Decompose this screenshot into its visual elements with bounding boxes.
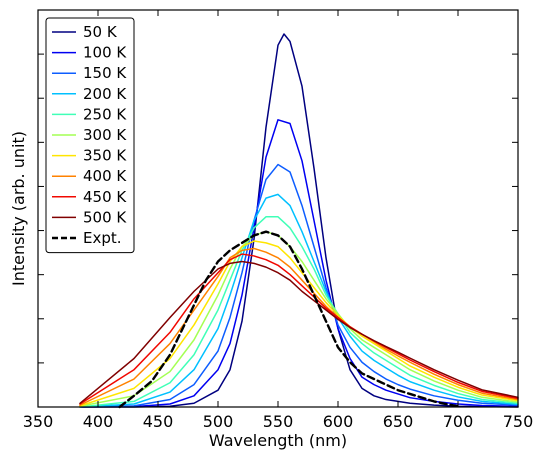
series-line-200-k (79, 193, 519, 408)
legend-label: 300 K (83, 126, 127, 144)
series-line-400-k (79, 247, 519, 406)
legend-label: 100 K (83, 44, 127, 62)
legend-label: 250 K (83, 105, 127, 123)
legend-label: 450 K (83, 188, 127, 206)
legend-label: 200 K (83, 85, 127, 103)
x-tick-label: 450 (143, 412, 174, 431)
legend-label: Expt. (83, 229, 122, 247)
x-tick-label: 700 (443, 412, 474, 431)
y-axis-label: Intensity (arb. unit) (9, 131, 28, 286)
series-line-300-k (79, 230, 519, 407)
legend-box (45, 17, 135, 254)
legend-label: 400 K (83, 167, 127, 185)
legend-label: 350 K (83, 147, 127, 165)
legend-label: 500 K (83, 208, 127, 226)
legend-label: 150 K (83, 64, 127, 82)
series-line-50-k (79, 33, 519, 408)
x-tick-label: 550 (263, 412, 294, 431)
series-line-250-k (79, 216, 519, 408)
x-tick-label: 650 (383, 412, 414, 431)
series-layer (79, 33, 519, 409)
x-tick-label: 500 (203, 412, 234, 431)
series-line-500-k (79, 260, 519, 405)
legend-label: 50 K (83, 23, 118, 41)
series-line-350-k (79, 240, 519, 407)
x-tick-label: 600 (323, 412, 354, 431)
axis-layer: 350 400 450 500 550 600 650 700 750 (23, 9, 534, 431)
x-axis-label: Wavelength (nm) (209, 431, 347, 450)
x-tick-label: 350 (23, 412, 54, 431)
series-line-100-k (79, 119, 519, 408)
x-tick-label: 400 (83, 412, 114, 431)
series-line-expt (118, 230, 460, 409)
x-tick-label: 750 (503, 412, 534, 431)
series-line-150-k (79, 163, 519, 408)
legend: 50 K 100 K 150 K 200 K 250 K 300 K 350 K 400 K 4… (45, 17, 135, 254)
